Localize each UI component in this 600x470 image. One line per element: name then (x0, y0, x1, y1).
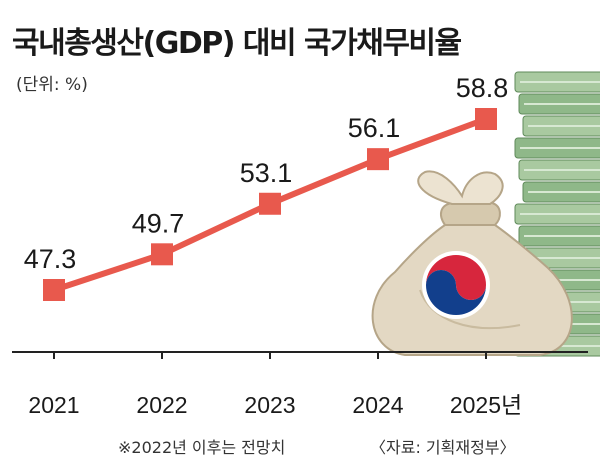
data-point-marker (151, 243, 173, 266)
source-label: 〈자료: 기획재정부〉 (370, 438, 516, 457)
x-tick-label: 2022 (136, 392, 187, 418)
x-tick-label: 2025년 (450, 392, 522, 418)
data-point-marker (367, 148, 389, 171)
data-point-marker (43, 279, 65, 301)
data-label: 49.7 (132, 208, 185, 238)
x-tick-label: 2023 (244, 392, 295, 418)
data-label: 47.3 (24, 244, 77, 274)
forecast-footnote: ※2022년 이후는 전망치 (118, 438, 286, 457)
data-point-marker (475, 108, 497, 130)
data-label: 56.1 (348, 113, 401, 143)
x-tick-label: 2021 (28, 392, 79, 418)
money-bag-illustration (371, 170, 573, 356)
unit-label: (단위: %) (16, 75, 88, 95)
data-point-marker (259, 192, 281, 215)
data-label: 53.1 (240, 158, 293, 188)
government-emblem-icon (422, 251, 490, 319)
data-label: 58.8 (456, 73, 509, 103)
chart-title: 국내총생산(GDP) 대비 국가채무비율 (12, 26, 462, 61)
x-tick-label: 2024 (352, 392, 403, 418)
